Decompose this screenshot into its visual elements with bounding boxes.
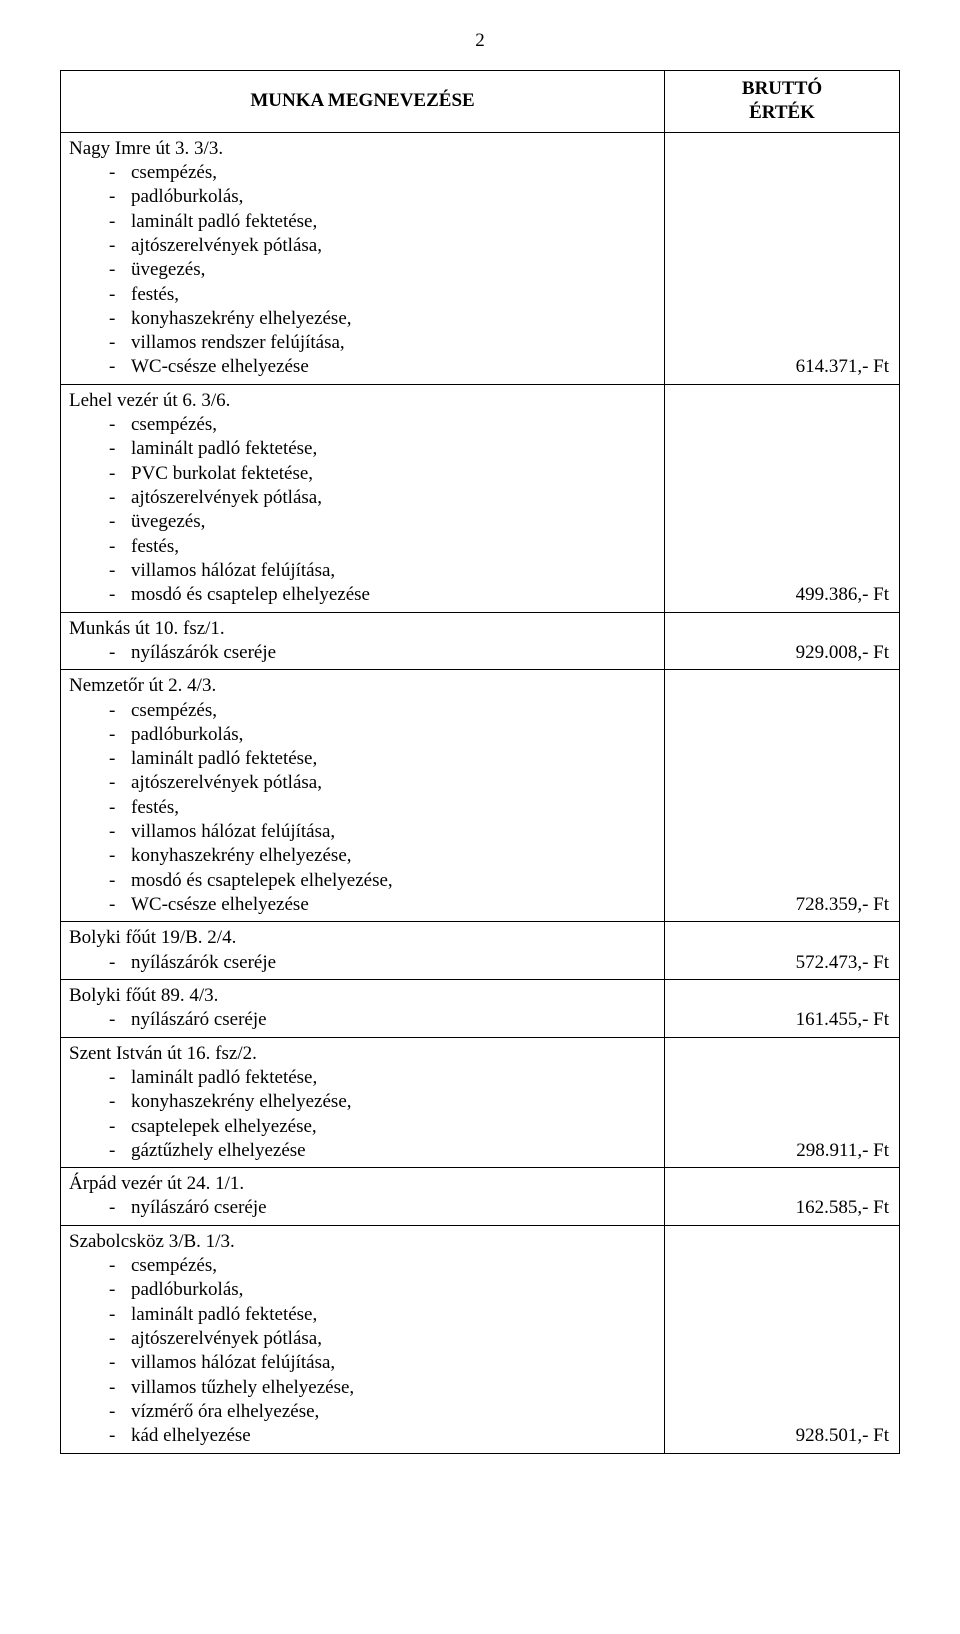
work-item: mosdó és csaptelepek elhelyezése, bbox=[109, 869, 656, 893]
work-item: csempézés, bbox=[109, 161, 656, 185]
work-item: PVC burkolat fektetése, bbox=[109, 462, 656, 486]
work-item: üvegezés, bbox=[109, 510, 656, 534]
work-description-cell: Szent István út 16. fsz/2.laminált padló… bbox=[61, 1037, 665, 1168]
work-item: laminált padló fektetése, bbox=[109, 1303, 656, 1327]
work-item: üvegezés, bbox=[109, 258, 656, 282]
work-item: mosdó és csaptelep elhelyezése bbox=[109, 583, 656, 607]
work-item: vízmérő óra elhelyezése, bbox=[109, 1400, 656, 1424]
work-item: ajtószerelvények pótlása, bbox=[109, 234, 656, 258]
work-items-list: laminált padló fektetése,konyhaszekrény … bbox=[69, 1066, 656, 1163]
table-row: Bolyki főút 89. 4/3.nyílászáró cseréje16… bbox=[61, 979, 900, 1037]
work-item: nyílászáró cseréje bbox=[109, 1196, 656, 1220]
work-value-cell: 728.359,- Ft bbox=[665, 670, 900, 922]
work-item: csempézés, bbox=[109, 413, 656, 437]
work-title: Szabolcsköz 3/B. 1/3. bbox=[69, 1230, 656, 1254]
work-item: laminált padló fektetése, bbox=[109, 1066, 656, 1090]
work-item: WC-csésze elhelyezése bbox=[109, 355, 656, 379]
work-item: villamos tűzhely elhelyezése, bbox=[109, 1376, 656, 1400]
page-number: 2 bbox=[60, 30, 900, 52]
work-value-cell: 499.386,- Ft bbox=[665, 384, 900, 612]
work-title: Nemzetőr út 2. 4/3. bbox=[69, 674, 656, 698]
work-item: padlóburkolás, bbox=[109, 1278, 656, 1302]
work-item: nyílászárók cseréje bbox=[109, 641, 656, 665]
work-item: festés, bbox=[109, 535, 656, 559]
work-item: ajtószerelvények pótlása, bbox=[109, 771, 656, 795]
work-value-cell: 298.911,- Ft bbox=[665, 1037, 900, 1168]
table-row: Szabolcsköz 3/B. 1/3.csempézés,padlóburk… bbox=[61, 1225, 900, 1453]
work-description-cell: Nagy Imre út 3. 3/3.csempézés,padlóburko… bbox=[61, 132, 665, 384]
table-header-row: MUNKA MEGNEVEZÉSE BRUTTÓ ÉRTÉK bbox=[61, 71, 900, 133]
work-description-cell: Bolyki főút 89. 4/3.nyílászáró cseréje bbox=[61, 979, 665, 1037]
work-value-cell: 614.371,- Ft bbox=[665, 132, 900, 384]
work-item: WC-csésze elhelyezése bbox=[109, 893, 656, 917]
work-item: laminált padló fektetése, bbox=[109, 747, 656, 771]
work-item: festés, bbox=[109, 283, 656, 307]
header-right: BRUTTÓ ÉRTÉK bbox=[665, 71, 900, 133]
work-value-cell: 161.455,- Ft bbox=[665, 979, 900, 1037]
work-value-cell: 928.501,- Ft bbox=[665, 1225, 900, 1453]
work-description-cell: Szabolcsköz 3/B. 1/3.csempézés,padlóburk… bbox=[61, 1225, 665, 1453]
header-left: MUNKA MEGNEVEZÉSE bbox=[61, 71, 665, 133]
work-item: gáztűzhely elhelyezése bbox=[109, 1139, 656, 1163]
work-title: Bolyki főút 19/B. 2/4. bbox=[69, 926, 656, 950]
table-row: Bolyki főút 19/B. 2/4.nyílászárók cseréj… bbox=[61, 922, 900, 980]
work-item: csempézés, bbox=[109, 1254, 656, 1278]
table-row: Szent István út 16. fsz/2.laminált padló… bbox=[61, 1037, 900, 1168]
table-row: Nemzetőr út 2. 4/3.csempézés,padlóburkol… bbox=[61, 670, 900, 922]
work-item: csempézés, bbox=[109, 699, 656, 723]
work-item: ajtószerelvények pótlása, bbox=[109, 486, 656, 510]
work-item: laminált padló fektetése, bbox=[109, 437, 656, 461]
work-items-list: csempézés,padlóburkolás,laminált padló f… bbox=[69, 161, 656, 380]
work-items-list: nyílászáró cseréje bbox=[69, 1008, 656, 1032]
work-items-list: csempézés,laminált padló fektetése,PVC b… bbox=[69, 413, 656, 608]
work-item: festés, bbox=[109, 796, 656, 820]
work-value-cell: 929.008,- Ft bbox=[665, 612, 900, 670]
work-title: Lehel vezér út 6. 3/6. bbox=[69, 389, 656, 413]
work-value-cell: 572.473,- Ft bbox=[665, 922, 900, 980]
work-title: Bolyki főút 89. 4/3. bbox=[69, 984, 656, 1008]
work-description-cell: Lehel vezér út 6. 3/6.csempézés,laminált… bbox=[61, 384, 665, 612]
work-title: Árpád vezér út 24. 1/1. bbox=[69, 1172, 656, 1196]
work-description-cell: Nemzetőr út 2. 4/3.csempézés,padlóburkol… bbox=[61, 670, 665, 922]
work-item: villamos hálózat felújítása, bbox=[109, 559, 656, 583]
work-items-list: csempézés,padlóburkolás,laminált padló f… bbox=[69, 699, 656, 918]
work-item: konyhaszekrény elhelyezése, bbox=[109, 307, 656, 331]
work-title: Szent István út 16. fsz/2. bbox=[69, 1042, 656, 1066]
table-row: Árpád vezér út 24. 1/1.nyílászáró cseréj… bbox=[61, 1168, 900, 1226]
work-title: Munkás út 10. fsz/1. bbox=[69, 617, 656, 641]
table-row: Nagy Imre út 3. 3/3.csempézés,padlóburko… bbox=[61, 132, 900, 384]
work-title: Nagy Imre út 3. 3/3. bbox=[69, 137, 656, 161]
work-item: nyílászáró cseréje bbox=[109, 1008, 656, 1032]
work-value-cell: 162.585,- Ft bbox=[665, 1168, 900, 1226]
work-items-list: nyílászáró cseréje bbox=[69, 1196, 656, 1220]
work-description-cell: Munkás út 10. fsz/1.nyílászárók cseréje bbox=[61, 612, 665, 670]
work-item: padlóburkolás, bbox=[109, 723, 656, 747]
work-description-cell: Árpád vezér út 24. 1/1.nyílászáró cseréj… bbox=[61, 1168, 665, 1226]
work-item: laminált padló fektetése, bbox=[109, 210, 656, 234]
work-item: kád elhelyezése bbox=[109, 1424, 656, 1448]
work-item: villamos rendszer felújítása, bbox=[109, 331, 656, 355]
work-item: villamos hálózat felújítása, bbox=[109, 1351, 656, 1375]
work-item: ajtószerelvények pótlása, bbox=[109, 1327, 656, 1351]
work-items-list: csempézés,padlóburkolás,laminált padló f… bbox=[69, 1254, 656, 1449]
table-row: Lehel vezér út 6. 3/6.csempézés,laminált… bbox=[61, 384, 900, 612]
work-item: villamos hálózat felújítása, bbox=[109, 820, 656, 844]
work-item: csaptelepek elhelyezése, bbox=[109, 1115, 656, 1139]
table-row: Munkás út 10. fsz/1.nyílászárók cseréje9… bbox=[61, 612, 900, 670]
work-item: padlóburkolás, bbox=[109, 185, 656, 209]
work-item: konyhaszekrény elhelyezése, bbox=[109, 1090, 656, 1114]
work-items-list: nyílászárók cseréje bbox=[69, 641, 656, 665]
work-items-list: nyílászárók cseréje bbox=[69, 951, 656, 975]
work-table: MUNKA MEGNEVEZÉSE BRUTTÓ ÉRTÉK Nagy Imre… bbox=[60, 70, 900, 1454]
work-item: nyílászárók cseréje bbox=[109, 951, 656, 975]
work-item: konyhaszekrény elhelyezése, bbox=[109, 844, 656, 868]
work-description-cell: Bolyki főút 19/B. 2/4.nyílászárók cseréj… bbox=[61, 922, 665, 980]
